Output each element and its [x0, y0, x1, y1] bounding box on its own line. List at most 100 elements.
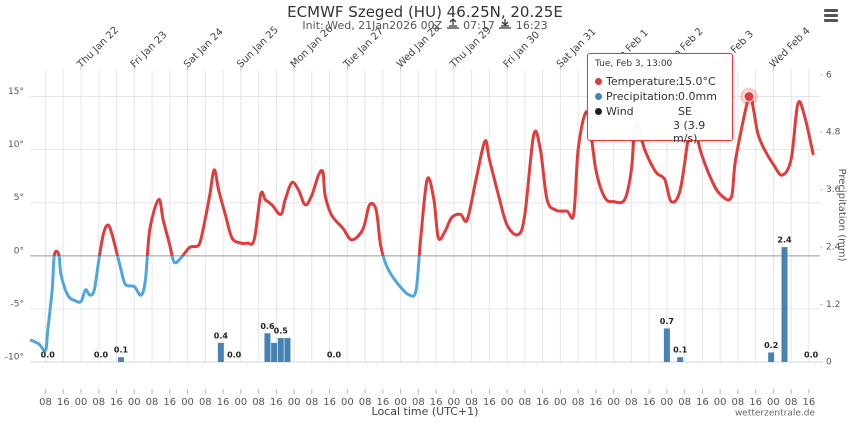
y2-tick-label: 0 — [826, 358, 832, 368]
x-tick-label: 16 — [323, 397, 336, 408]
menu-button[interactable] — [824, 9, 838, 22]
tooltip-row: Wind SE — [595, 104, 725, 119]
x-tick-label: 16 — [376, 397, 389, 408]
y-tick-label: -10° — [5, 353, 24, 363]
x-tick-label: 08 — [92, 397, 105, 408]
precip-bar — [264, 333, 271, 362]
tooltip-value: 15.0°C — [678, 75, 716, 88]
temperature-line — [29, 92, 815, 353]
y-tick-label: -5° — [11, 299, 24, 309]
x-tick-label: 08 — [732, 397, 745, 408]
y-tick-label: 10° — [8, 140, 24, 150]
y-tick-label: 15° — [8, 87, 24, 97]
precip-bar — [768, 352, 775, 362]
x-tick-label: 16 — [643, 397, 656, 408]
x-tick-label: 16 — [110, 397, 123, 408]
x-tick-label: 16 — [590, 397, 603, 408]
tooltip-row: Precipitation: 0.0mm — [595, 89, 725, 104]
x-tick-label: 08 — [199, 397, 212, 408]
day-label: Sat Jan 24 — [182, 26, 226, 70]
sunrise-time: 07:17 — [463, 19, 495, 32]
y2-tick-label: 2.4 — [826, 243, 841, 253]
x-tick-label: 08 — [305, 397, 318, 408]
x-tick-label: 00 — [661, 397, 674, 408]
x-tick-label: 00 — [447, 397, 460, 408]
x-tick-label: 00 — [181, 397, 194, 408]
x-tick-label: 00 — [607, 397, 620, 408]
subtitle: Init: Wed, 21Jan2026 00Z 07:17 16:23 — [0, 18, 850, 32]
precip-bar — [117, 357, 124, 362]
x-tick-label: 08 — [518, 397, 531, 408]
tooltip: Tue, Feb 3, 13:00 Temperature: 15.0°C Prec… — [587, 53, 733, 145]
tooltip-bullet — [595, 78, 602, 85]
x-tick-label: 16 — [696, 397, 709, 408]
precip-label: 0.6 — [260, 322, 275, 331]
tooltip-title: Tue, Feb 3, 13:00 — [595, 59, 673, 69]
y-tick-label: 0° — [14, 246, 24, 256]
tooltip-value: 0.0mm — [678, 90, 717, 103]
sunrise-icon — [446, 18, 459, 29]
x-tick-label: 16 — [217, 397, 230, 408]
tooltip-value: SE — [678, 105, 692, 118]
precip-bar — [277, 338, 284, 362]
precip-label: 0.4 — [214, 331, 229, 340]
x-tick-label: 08 — [146, 397, 159, 408]
y2-tick-label: 4.8 — [826, 128, 841, 138]
precip-label: 0.0 — [327, 351, 342, 360]
tooltip-label: Wind — [606, 105, 634, 118]
tooltip-bullet — [595, 108, 602, 115]
hover-point — [743, 91, 755, 103]
x-axis-title: Local time (UTC+1) — [372, 405, 479, 418]
x-tick-label: 16 — [430, 397, 443, 408]
y2-tick-label: 3.6 — [826, 185, 841, 195]
credit: wetterzentrale.de — [735, 409, 816, 419]
x-tick-label: 00 — [714, 397, 727, 408]
x-tick-label: 16 — [270, 397, 283, 408]
day-label: Fri Jan 30 — [502, 30, 543, 71]
y-tick-label: 5° — [14, 193, 24, 203]
precip-label: 0.2 — [764, 341, 778, 350]
tooltip-row: Temperature: 15.0°C — [595, 74, 725, 89]
precip-bar — [271, 342, 278, 362]
precip-label: 0.5 — [274, 327, 289, 336]
tooltip-bullet — [595, 93, 602, 100]
day-label: Wed Feb 4 — [768, 26, 813, 71]
x-tick-label: 16 — [536, 397, 549, 408]
x-tick-label: 00 — [234, 397, 247, 408]
day-label: Tue Jan 27 — [341, 26, 386, 71]
y2-tick-label: 6 — [826, 70, 832, 80]
x-tick-label: 00 — [767, 397, 780, 408]
x-tick-label: 08 — [39, 397, 52, 408]
init-text: Init: Wed, 21Jan2026 00Z — [302, 19, 443, 32]
x-tick-label: 16 — [483, 397, 496, 408]
precip-bar — [217, 342, 224, 362]
precip-bar — [781, 247, 788, 362]
chart-title: ECMWF Szeged (HU) 46.25N, 20.25E — [287, 3, 563, 21]
x-tick-label: 16 — [57, 397, 70, 408]
precip-bar — [284, 338, 291, 362]
x-tick-label: 00 — [554, 397, 567, 408]
x-tick-label: 00 — [128, 397, 141, 408]
x-tick-label: 08 — [785, 397, 798, 408]
precip-bar — [663, 328, 670, 362]
precip-label: 0.0 — [227, 351, 242, 360]
x-tick-label: 08 — [359, 397, 372, 408]
sunset-icon — [499, 19, 512, 29]
x-tick-label: 16 — [749, 397, 762, 408]
x-tick-label: 08 — [625, 397, 638, 408]
tooltip-wind-speed: 3 (3.9 m/s) — [673, 119, 706, 145]
precip-label: 0.7 — [660, 317, 674, 326]
x-tick-label: 08 — [572, 397, 585, 408]
precip-bar — [677, 357, 684, 362]
x-tick-label: 08 — [465, 397, 478, 408]
precip-label: 0.1 — [673, 346, 688, 355]
tooltip-label: Temperature: — [606, 75, 680, 88]
day-label: Fri Jan 23 — [129, 30, 170, 71]
tooltip-label: Precipitation: — [606, 90, 679, 103]
y2-axis-title: Precipitation (mm) — [836, 169, 847, 262]
x-tick-label: 00 — [501, 397, 514, 408]
precip-label: 0.0 — [804, 351, 819, 360]
x-tick-label: 08 — [412, 397, 425, 408]
